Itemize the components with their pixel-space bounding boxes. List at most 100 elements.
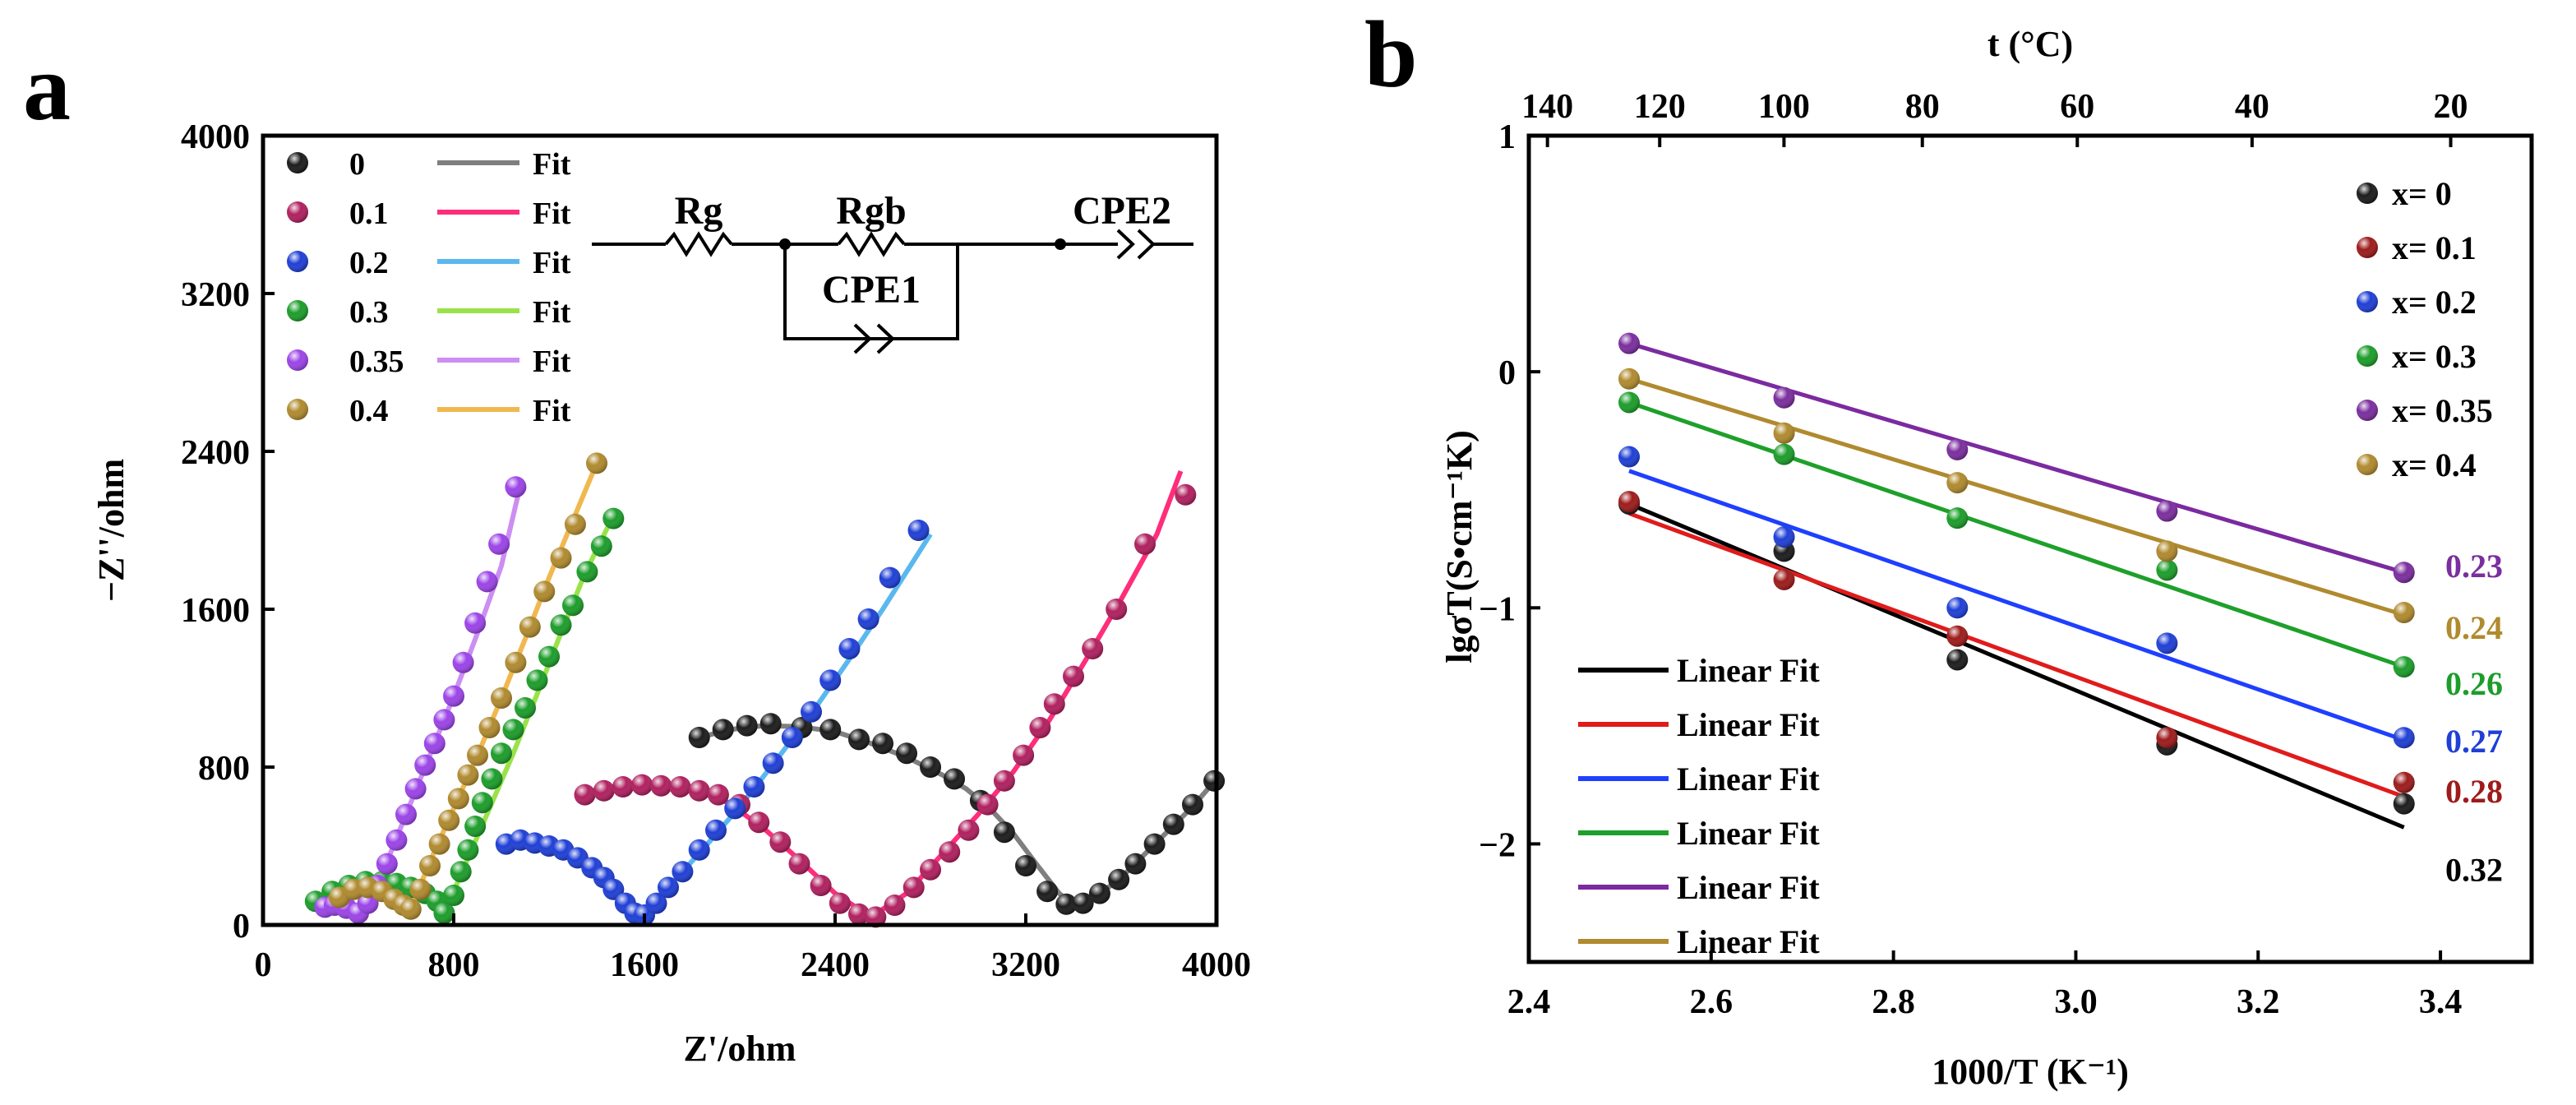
circuit-label-cpe1: CPE1 bbox=[822, 268, 921, 312]
data-point-0 bbox=[1124, 853, 1147, 875]
circuit-label-rg: Rg bbox=[675, 189, 723, 233]
data-point-0-4 bbox=[467, 744, 488, 766]
data-point-0-1 bbox=[769, 831, 792, 853]
data-point-0-4 bbox=[491, 687, 512, 709]
panel-b-legend: x= 0 x= 0.1 x= 0.2 x= 0.3 x= 0.35 x= 0.4 bbox=[2357, 175, 2493, 483]
data-point-x-0-35 bbox=[2393, 562, 2415, 584]
legend-marker-x-0-4 bbox=[2357, 454, 2378, 475]
data-point-0-2 bbox=[879, 566, 901, 589]
circuit-label-cpe2: CPE2 bbox=[1073, 189, 1171, 233]
panel-b-fit-lines bbox=[1628, 341, 2405, 830]
panel-b-top-tick-label: 100 bbox=[1758, 88, 1810, 126]
panel-a-y-tick-label: 0 bbox=[233, 908, 250, 945]
data-point-0-3 bbox=[491, 742, 512, 765]
panel-a-x-tick-label: 800 bbox=[428, 946, 480, 984]
rgb-resistor bbox=[837, 231, 906, 257]
fit-legend-label: Linear Fit bbox=[1677, 815, 1820, 852]
legend-label-0: 0 bbox=[349, 147, 365, 182]
panel-b-x-tick-label: 3.4 bbox=[2419, 983, 2463, 1021]
data-point-0-35 bbox=[505, 476, 527, 498]
panel-b-top-tick-label: 140 bbox=[1521, 88, 1573, 126]
ea-label-x-0-1: 0.28 bbox=[2445, 773, 2503, 810]
data-point-0-2 bbox=[819, 669, 842, 691]
data-point-0-1 bbox=[612, 776, 634, 798]
data-point-0 bbox=[819, 719, 842, 741]
data-point-x-0-3 bbox=[2156, 559, 2178, 581]
cpe1-element bbox=[853, 323, 872, 354]
data-point-0-3 bbox=[433, 902, 455, 924]
data-point-0-1 bbox=[688, 779, 710, 802]
panel-b-label: b bbox=[1364, 2, 1418, 108]
data-point-0 bbox=[848, 728, 870, 751]
legend-marker-0-35 bbox=[287, 349, 308, 371]
panel-a-x-tick-label: 0 bbox=[255, 946, 272, 984]
data-point-0-2 bbox=[705, 819, 727, 841]
data-point-0 bbox=[736, 714, 758, 737]
panel-b-top-tick-label: 40 bbox=[2235, 88, 2269, 126]
ea-label-x-0-2: 0.27 bbox=[2445, 723, 2503, 760]
data-point-0-1 bbox=[848, 903, 870, 925]
data-point-0-2 bbox=[658, 876, 679, 899]
legend-fit-label: Fit bbox=[533, 394, 571, 428]
data-point-0-2 bbox=[688, 839, 710, 861]
panel-b-x-tick-label: 2.8 bbox=[1872, 983, 1915, 1021]
data-point-0-3 bbox=[538, 645, 560, 668]
data-point-0-35 bbox=[385, 829, 408, 851]
panel-a-x-tick-label: 2400 bbox=[801, 946, 870, 984]
data-point-0-1 bbox=[1106, 599, 1128, 620]
data-point-x-0-2 bbox=[1618, 446, 1640, 468]
data-point-x-0-1 bbox=[1618, 491, 1640, 513]
data-point-0 bbox=[1072, 892, 1094, 914]
data-point-x-0-35 bbox=[1773, 386, 1795, 409]
panel-b-top-tick-label: 20 bbox=[2434, 88, 2468, 126]
data-point-0 bbox=[896, 742, 917, 765]
data-point-0-1 bbox=[631, 774, 653, 796]
ea-label-x-0: 0.32 bbox=[2445, 852, 2503, 889]
data-point-0-3 bbox=[481, 768, 503, 790]
data-point-0-35 bbox=[433, 709, 455, 731]
ea-label-x-0-4: 0.24 bbox=[2445, 609, 2503, 646]
data-point-0-2 bbox=[857, 608, 879, 630]
panel-b: b 2.4 2.6 2.8 3.0 3.2 3.4 1 0 −1 −2 140 120 100 80 60 4… bbox=[1364, 2, 2534, 1092]
data-point-0 bbox=[1088, 882, 1110, 904]
legend-label-x-0: x= 0 bbox=[2392, 175, 2452, 212]
data-point-x-0-2 bbox=[2393, 727, 2415, 749]
linear-fit-x-0-35 bbox=[1628, 341, 2405, 575]
data-point-x-0-2 bbox=[1773, 526, 1795, 548]
legend-label-0-4: 0.4 bbox=[349, 394, 389, 428]
data-point-0-1 bbox=[748, 811, 770, 834]
fit-legend-label: Linear Fit bbox=[1677, 869, 1820, 906]
legend-label-0-35: 0.35 bbox=[349, 344, 404, 379]
data-point-x-0-35 bbox=[2156, 500, 2178, 522]
data-point-x-0-2 bbox=[2156, 632, 2178, 654]
legend-fit-label: Fit bbox=[533, 246, 571, 280]
panel-b-x-tick-label: 2.4 bbox=[1507, 983, 1551, 1021]
legend-label-0-3: 0.3 bbox=[349, 295, 389, 330]
data-point-0-4 bbox=[457, 764, 479, 786]
data-point-0-3 bbox=[450, 861, 472, 883]
legend-marker-0-4 bbox=[287, 399, 308, 420]
data-point-x-0-3 bbox=[2393, 656, 2415, 678]
rg-resistor bbox=[664, 231, 733, 257]
panel-a-y-tick-label: 800 bbox=[198, 750, 250, 788]
panel-b-top-tick-label: 80 bbox=[1905, 88, 1940, 126]
data-point-x-0-1 bbox=[1946, 625, 1969, 647]
data-point-0 bbox=[944, 768, 965, 790]
data-point-0-2 bbox=[645, 892, 667, 914]
data-point-x-0-4 bbox=[2156, 540, 2178, 562]
data-point-0-4 bbox=[399, 898, 422, 920]
data-point-0-1 bbox=[574, 784, 596, 806]
data-point-0 bbox=[759, 713, 782, 735]
legend-label-x-0-2: x= 0.2 bbox=[2392, 284, 2477, 321]
panel-b-x-tick-label: 3.2 bbox=[2237, 983, 2280, 1021]
panel-b-fit-legend: Linear Fit Linear Fit Linear Fit Linear Fit… bbox=[1578, 652, 1820, 960]
data-point-x-0-3 bbox=[1618, 391, 1640, 414]
data-point-0-1 bbox=[650, 774, 672, 797]
data-point-0-35 bbox=[395, 803, 417, 825]
legend-marker-x-0-1 bbox=[2357, 237, 2378, 258]
data-point-0-3 bbox=[550, 614, 572, 636]
legend-marker-0-2 bbox=[287, 251, 308, 272]
data-point-0-35 bbox=[443, 685, 464, 707]
data-point-0 bbox=[688, 727, 710, 748]
fit-legend-label: Linear Fit bbox=[1677, 652, 1820, 689]
